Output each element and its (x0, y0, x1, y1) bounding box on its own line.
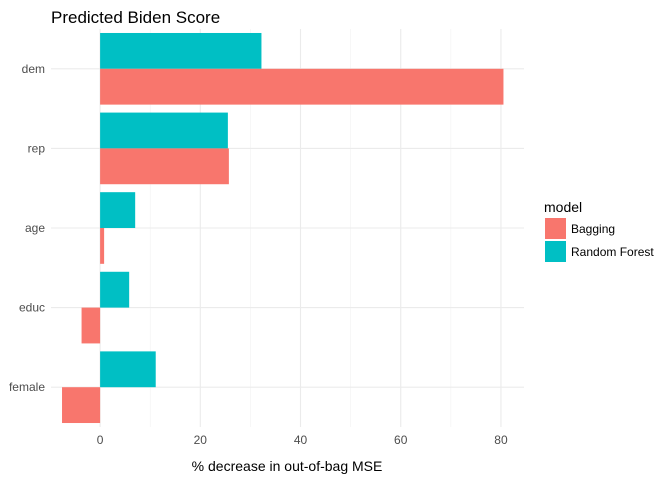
bar-bagging-female (62, 387, 101, 424)
legend: model Bagging Random Forest (544, 199, 654, 262)
bar-bagging-age (100, 228, 105, 264)
y-tick-label: educ (19, 301, 45, 315)
legend-key-random-forest (545, 241, 566, 262)
bar-bagging-rep (100, 148, 229, 185)
bar-bagging-dem (100, 68, 504, 105)
y-tick-label: female (9, 380, 45, 394)
bars (62, 32, 504, 424)
y-tick-label: age (25, 221, 45, 235)
x-tick-labels: 0 20 40 60 80 (97, 433, 508, 447)
y-tick-label: dem (22, 62, 45, 76)
legend-label: Random Forest (571, 245, 654, 259)
bar-random-forest-rep (100, 112, 228, 149)
x-tick-label: 20 (194, 433, 208, 447)
chart-title: Predicted Biden Score (51, 8, 220, 27)
y-tick-label: rep (28, 141, 46, 155)
bar-random-forest-dem (100, 32, 262, 69)
x-tick-label: 0 (97, 433, 104, 447)
x-axis-label: % decrease in out-of-bag MSE (192, 458, 383, 474)
legend-key-bagging (545, 218, 566, 239)
bar-random-forest-female (100, 351, 156, 388)
x-tick-label: 60 (394, 433, 408, 447)
y-tick-labels: dem rep age educ female (9, 62, 45, 394)
x-tick-label: 80 (494, 433, 508, 447)
bar-random-forest-age (100, 192, 136, 228)
legend-label: Bagging (571, 222, 615, 236)
legend-title: model (544, 199, 582, 215)
bar-random-forest-educ (100, 271, 130, 308)
x-tick-label: 40 (294, 433, 308, 447)
bar-bagging-educ (81, 307, 101, 344)
